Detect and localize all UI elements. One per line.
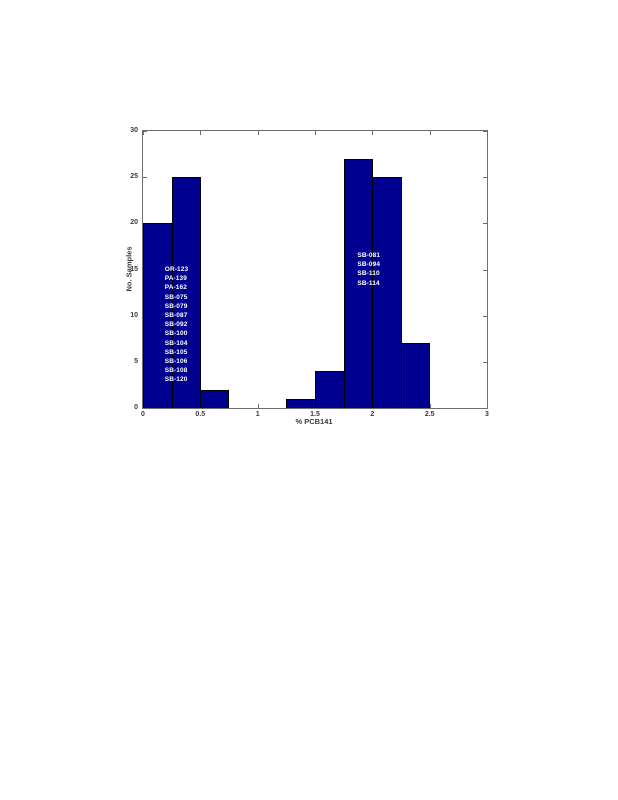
sample-id-label: SB-104: [164, 339, 188, 347]
sample-id-label: SB-106: [164, 357, 188, 365]
y-tick-label: 30: [130, 127, 138, 134]
x-tick-mark-bottom: [487, 404, 488, 408]
sample-id-label: SB-092: [164, 321, 188, 329]
x-tick-mark-top: [429, 131, 431, 135]
x-tick-mark-top: [200, 131, 202, 135]
y-tick-mark-right: [483, 223, 487, 225]
y-tick-mark-right: [483, 177, 487, 179]
x-tick-mark-top: [257, 131, 259, 135]
sample-id-label: SB-110: [357, 270, 380, 278]
y-tick-mark-right: [483, 361, 487, 363]
sample-id-label: SB-120: [164, 376, 188, 384]
histogram-bar: [200, 389, 229, 408]
y-tick-mark-right: [483, 131, 487, 132]
x-tick-label: 1.5: [310, 411, 320, 418]
histogram-bar: [372, 177, 402, 408]
sample-id-label: PA-139: [164, 275, 187, 283]
x-axis-label: % PCB141: [295, 417, 333, 426]
sample-id-label: SB-108: [164, 367, 188, 375]
sample-id-label: SB-105: [164, 348, 188, 356]
x-tick-mark-top: [487, 131, 488, 135]
y-tick-mark-left: [143, 131, 147, 132]
y-tick-label: 10: [130, 311, 138, 319]
plot-area: OR-123 PA-139 PA-162 SB-075 SB-079 SB-087 SB-0…: [142, 130, 488, 409]
histogram-bar: [401, 343, 430, 408]
y-tick-mark-right: [483, 315, 487, 317]
annotations-layer: OR-123 PA-139 PA-162 SB-075 SB-079 SB-087 SB-0…: [143, 131, 487, 408]
sample-id-label: OR-123: [164, 265, 189, 273]
sample-id-label: SB-100: [164, 330, 188, 338]
sample-id-label: SB-075: [164, 293, 188, 301]
x-tick-mark-top: [372, 131, 374, 135]
histogram-bar: [171, 177, 202, 408]
sample-id-label: SB-114: [357, 279, 380, 287]
sample-id-label: SB-079: [164, 302, 188, 310]
x-tick-label: 0.5: [195, 411, 206, 418]
x-tick-label: 2.5: [424, 411, 435, 418]
x-tick-mark-bottom: [257, 404, 259, 408]
x-tick-label: 0: [141, 411, 145, 418]
left-cluster-sample-ids: OR-123 PA-139 PA-162 SB-075 SB-079 SB-087 SB-0…: [165, 265, 188, 385]
y-tick-mark-right: [483, 269, 487, 271]
y-axis-label: No. Samples: [124, 246, 134, 292]
x-tick-label: 2: [370, 411, 375, 418]
y-tick-label: 5: [134, 357, 138, 365]
x-tick-mark-top: [315, 131, 316, 135]
right-cluster-sample-ids: SB-081 SB-094 SB-110 SB-114: [357, 251, 380, 288]
y-tick-mark-right: [483, 408, 487, 409]
sample-id-label: SB-087: [164, 311, 188, 319]
x-tick-mark-top: [143, 131, 144, 135]
sample-id-label: PA-162: [164, 284, 187, 292]
y-tick-label: 20: [130, 219, 138, 227]
x-tick-mark-bottom: [429, 404, 431, 408]
y-tick-label: 25: [130, 173, 138, 181]
bars-layer: [143, 131, 487, 408]
x-tick-label: 3: [485, 411, 489, 418]
x-tick-label: 1: [255, 411, 260, 418]
y-tick-mark-left: [143, 408, 147, 409]
sample-id-label: SB-081: [357, 252, 381, 259]
y-tick-mark-left: [143, 177, 147, 179]
y-tick-label: 0: [134, 404, 138, 411]
sample-id-label: SB-094: [357, 261, 381, 269]
y-tick-label: 15: [130, 265, 138, 273]
